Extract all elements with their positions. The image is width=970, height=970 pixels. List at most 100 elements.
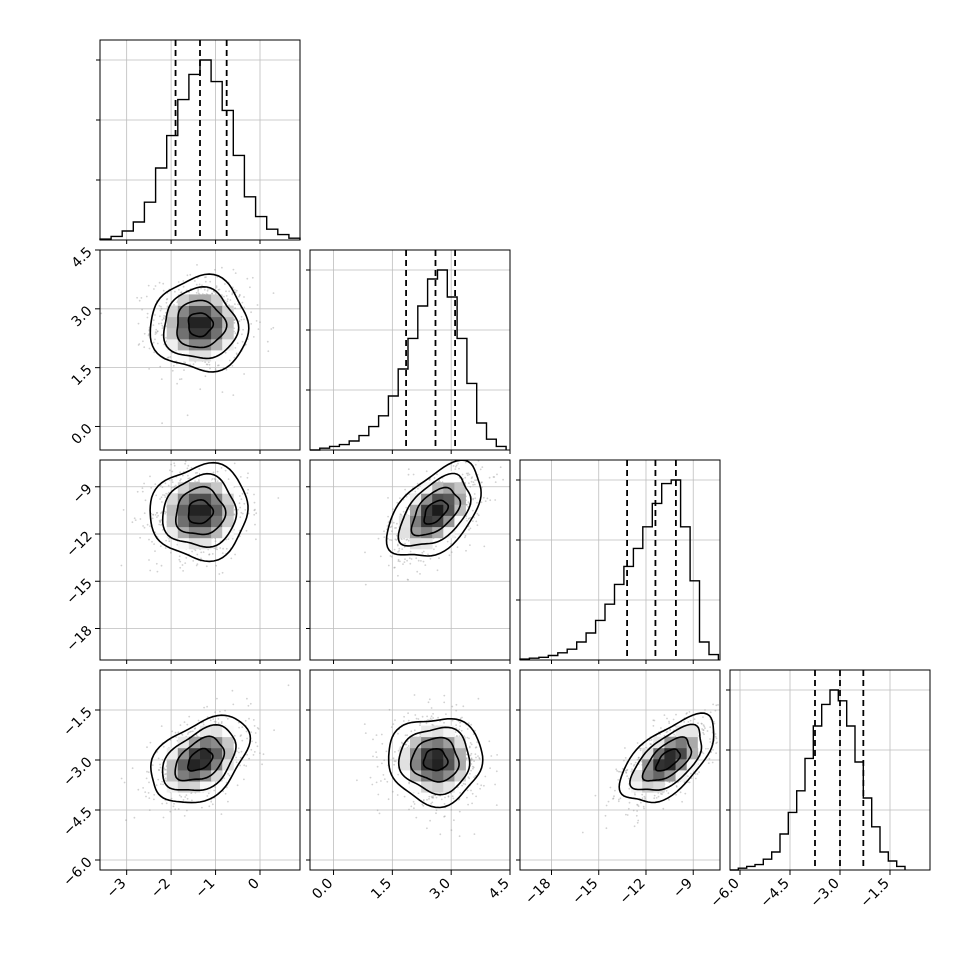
scatter-point [396,534,398,537]
scatter-point [422,550,425,553]
scatter-point [174,731,177,734]
scatter-point [235,761,238,764]
scatter-point [201,806,203,809]
scatter-point [702,716,704,718]
contour-line [162,285,240,360]
scatter-point [626,769,628,772]
density-cell [410,736,422,749]
scatter-point [173,485,176,488]
scatter-point [460,729,463,732]
scatter-point [706,730,709,732]
scatter-point [440,798,443,801]
density-cell [188,781,201,793]
scatter-point [156,330,159,333]
scatter-point [226,298,229,300]
scatter-point [406,734,408,737]
scatter-point [468,482,470,485]
scatter-point [214,478,217,481]
scatter-point [426,827,428,830]
scatter-point [618,798,620,801]
scatter-point [161,802,164,805]
contour-line [387,718,484,809]
density-cell [177,758,190,771]
pair-panel-r1-c0 [99,249,301,451]
density-cell [664,747,676,760]
scatter-point [178,794,181,797]
scatter-point [189,731,191,733]
scatter-point [213,789,216,792]
density-cell [200,747,212,760]
scatter-point [394,751,396,753]
density-cell [211,338,223,351]
scatter-point [604,814,607,817]
scatter-point [403,795,406,798]
density-cell [166,327,179,340]
scatter-point [399,746,402,748]
scatter-point [473,760,475,762]
scatter-point [634,761,637,764]
hist-panel-1 [306,249,511,451]
scatter-point [462,782,465,785]
scatter-point [468,777,471,780]
scatter-point [186,467,189,470]
scatter-point [249,702,252,705]
scatter-point [120,564,123,567]
scatter-point [202,551,205,553]
scatter-point [227,478,230,480]
scatter-point [702,752,705,755]
scatter-point [405,538,408,541]
density-cell [443,471,455,483]
density-cell [200,770,212,782]
scatter-point [155,332,158,334]
scatter-point [195,291,198,294]
scatter-point [483,784,485,787]
scatter-point [142,525,145,527]
scatter-point [180,378,183,380]
scatter-point [389,555,392,557]
scatter-point [451,705,454,708]
scatter-point [206,705,209,708]
scatter-point [216,697,218,700]
scatter-point [214,786,217,789]
scatter-point [155,784,158,787]
scatter-point [398,550,400,552]
density-cell [410,770,422,782]
scatter-point [650,743,652,745]
scatter-point [226,717,229,720]
scatter-point [472,483,474,486]
scatter-point [177,808,180,810]
scatter-point [235,750,238,753]
panel-frame [519,459,721,661]
density-cell [211,736,223,749]
scatter-point [605,804,608,807]
scatter-point [158,769,161,771]
scatter-point [257,728,260,730]
scatter-point [174,456,176,458]
scatter-point [715,737,718,740]
scatter-point [375,756,378,758]
density-cell [664,758,676,771]
scatter-point [581,831,584,834]
scatter-point [475,479,478,481]
scatter-point [432,717,434,719]
scatter-point [489,499,492,502]
scatter-point [267,350,270,353]
scatter-point [468,737,470,740]
scatter-point [689,719,692,722]
scatter-point [163,318,165,320]
scatter-point [623,759,625,762]
scatter-point [701,751,704,754]
scatter-point [392,508,394,510]
scatter-point [392,757,395,760]
scatter-point [151,764,154,766]
scatter-point [146,770,148,773]
scatter-point [250,748,253,751]
scatter-point [224,351,227,354]
density-cell [443,504,455,516]
scatter-point [225,786,228,789]
scatter-point [164,547,167,549]
scatter-point [232,268,235,271]
scatter-point [168,537,171,540]
scatter-point [229,299,232,301]
scatter-point [149,525,152,528]
